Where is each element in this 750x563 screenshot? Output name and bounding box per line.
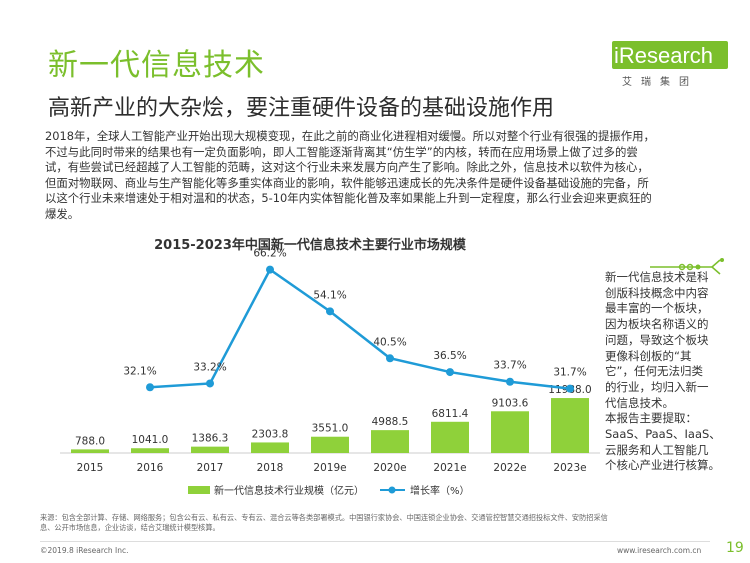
bar	[131, 448, 169, 453]
growth-point	[566, 384, 574, 393]
legend-line-marker	[388, 486, 396, 494]
page-title: 新一代信息技术	[48, 48, 265, 83]
side-note-line: 代信息技术。	[605, 395, 674, 410]
legend-bar-label: 新一代信息技术行业规模（亿元）	[214, 484, 364, 497]
side-note-line: 云服务和人工智能几	[605, 442, 709, 457]
growth-label: 31.7%	[553, 367, 586, 379]
side-note-line: 新一代信息技术是科	[605, 270, 709, 284]
growth-label: 36.5%	[433, 350, 466, 362]
side-note-line: 更像科创板的“其	[605, 348, 692, 363]
growth-point	[386, 354, 394, 363]
growth-label: 66.2%	[253, 248, 286, 260]
growth-label: 54.1%	[313, 289, 346, 301]
bar-value-label: 1041.0	[132, 434, 169, 446]
logo-background	[612, 41, 728, 69]
circuit-decoration-icon	[650, 258, 724, 275]
x-tick-label: 2018	[257, 462, 284, 474]
growth-point	[446, 368, 454, 377]
intro-paragraph: 2018年，全球人工智能产业开始出现大规模变现，在此之前的商业化进程相对缓慢。所…	[45, 129, 725, 223]
side-note-line: 因为板块名称语义的	[605, 317, 709, 332]
x-tick-label: 2022e	[493, 462, 526, 474]
side-note-line: 创版科技概念中内容	[605, 285, 709, 300]
x-tick-label: 2017	[197, 462, 224, 474]
bar	[71, 449, 109, 453]
iresearch-logo: iResearch 艾瑞集团	[612, 37, 732, 88]
paragraph-line: 不过与此同时带来的结果也有一定负面影响，即人工智能逐渐背离其“仿生学”的内核，转…	[45, 144, 638, 159]
legend-bar-swatch	[188, 486, 210, 494]
bar-value-label: 4988.5	[372, 416, 409, 428]
growth-point	[206, 379, 214, 388]
side-note-line: 的行业，均归入新一	[605, 379, 709, 394]
growth-point	[266, 265, 274, 274]
x-tick-label: 2015	[77, 462, 104, 474]
page-number: 19	[726, 540, 744, 556]
growth-point	[146, 383, 154, 392]
bar-value-label: 1386.3	[192, 433, 229, 445]
bar	[311, 436, 349, 453]
logo-subtitle: 艾瑞集团	[622, 77, 698, 88]
paragraph-line: 以这个行业未来增速处于相对温和的状态，5-10年内实体智能化普及率如果能上升到一…	[45, 191, 652, 206]
side-note-line: 它”，任何无法归类	[605, 364, 703, 379]
source-line: 息、公开市场信息，企业访谈，结合艾瑞统计模型核算。	[40, 523, 220, 532]
bar-value-label: 9103.6	[492, 397, 529, 409]
paragraph-line: 2018年，全球人工智能产业开始出现大规模变现，在此之前的商业化进程相对缓慢。所…	[45, 129, 655, 143]
growth-label: 33.2%	[193, 361, 226, 373]
source-note: 来源：包含全部计算、存储、网络服务；包含公有云、私有云、专有云、混合云等各类部署…	[40, 513, 720, 533]
bar	[191, 446, 229, 453]
source-line: 来源：包含全部计算、存储、网络服务；包含公有云、私有云、专有云、混合云等各类部署…	[40, 513, 608, 522]
bar-value-label: 2303.8	[252, 428, 289, 440]
growth-line	[149, 267, 571, 390]
bar	[551, 398, 589, 453]
x-tick-label: 2023e	[553, 462, 586, 474]
growth-label: 32.1%	[123, 365, 156, 377]
chart-title: 2015-2023年中国新一代信息技术主要行业市场规模	[154, 238, 466, 253]
paragraph-line: 爆发。	[45, 206, 80, 221]
side-note-line: 本报告主要提取：	[605, 411, 697, 426]
website-link[interactable]: www.iresearch.com.cn	[617, 546, 702, 555]
market-size-chart: 788.0 2015 1041.0 2016 1386.3 2017 2303.8 2018 3…	[60, 248, 600, 497]
growth-label: 33.7%	[493, 360, 526, 372]
growth-point	[506, 377, 514, 386]
bar-value-label: 788.0	[75, 435, 105, 447]
side-note-line: SaaS、PaaS、IaaS、	[605, 427, 721, 442]
bar	[371, 430, 409, 453]
bar	[431, 421, 469, 453]
footer-divider	[40, 541, 710, 542]
x-tick-label: 2020e	[373, 462, 406, 474]
x-tick-label: 2016	[137, 462, 164, 474]
bar	[491, 411, 529, 453]
paragraph-line: 试，有些尝试已经超越了人工智能的范畴，这对这个行业未来发展方向产生了影响。除此之…	[45, 160, 649, 175]
page-subtitle: 高新产业的大杂烩，要注重硬件设备的基础设施作用	[48, 96, 555, 121]
legend-line-label: 增长率（%）	[410, 484, 470, 497]
logo-brand: iResearch	[614, 43, 714, 68]
side-note-line: 个核心产业进行核算。	[605, 458, 720, 473]
side-note: 新一代信息技术是科 创版科技概念中内容 最丰富的一个板块， 因为板块名称语义的 …	[605, 270, 725, 474]
side-note-line: 问题，导致这个板块	[605, 332, 709, 347]
paragraph-line: 但面对物联网、商业与生产智能化等多重实体商业的影响，软件能够迅速成长的先决条件是…	[45, 175, 649, 190]
growth-point	[326, 307, 334, 316]
bar-value-label: 6811.4	[432, 408, 469, 420]
side-note-line: 最丰富的一个板块，	[605, 301, 709, 316]
bar	[251, 442, 289, 453]
x-tick-label: 2019e	[313, 462, 346, 474]
x-tick-label: 2021e	[433, 462, 466, 474]
copyright: ©2019.8 iResearch Inc.	[40, 546, 129, 555]
bar-value-label: 3551.0	[312, 423, 349, 435]
growth-label: 40.5%	[373, 336, 406, 348]
